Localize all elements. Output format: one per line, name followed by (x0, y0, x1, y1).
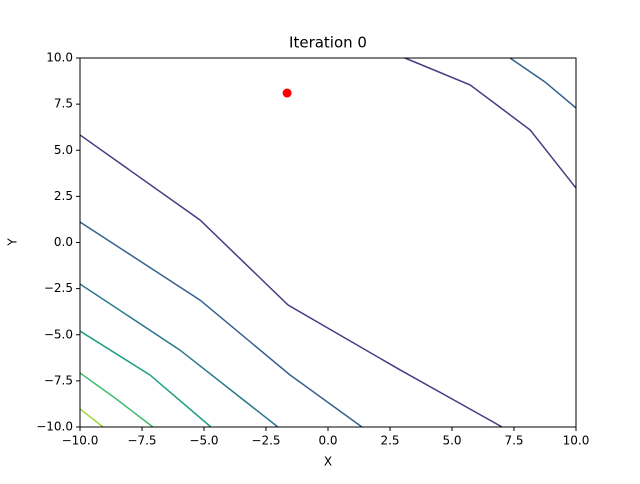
contour-line (509, 57, 577, 109)
x-tick-label: 2.5 (380, 434, 399, 448)
plot-frame (79, 57, 577, 428)
chart-title: Iteration 0 (289, 34, 367, 52)
contour-line (79, 408, 104, 428)
x-tick-label: 5.0 (442, 434, 461, 448)
scatter-point (282, 88, 292, 98)
x-tick-label: −2.5 (251, 434, 280, 448)
y-tick-label: −7.5 (44, 373, 73, 387)
x-tick-label: −7.5 (127, 434, 156, 448)
x-tick-label: 0.0 (318, 434, 337, 448)
y-tick-label: 0.0 (54, 235, 73, 249)
contour-line (79, 330, 212, 428)
contour-line (79, 221, 363, 428)
y-axis-label: Y (6, 238, 20, 247)
y-tick-label: 10.0 (46, 51, 73, 65)
y-tick-label: 2.5 (54, 189, 73, 203)
y-tick-label: 5.0 (54, 143, 73, 157)
contour-line (79, 283, 279, 428)
y-tick-label: −10.0 (36, 420, 73, 434)
y-tick-label: −2.5 (44, 281, 73, 295)
x-axis-label: X (324, 455, 332, 469)
contour-line (79, 134, 503, 428)
y-tick-label: 7.5 (54, 97, 73, 111)
y-tick-label: −5.0 (44, 327, 73, 341)
contour-line (79, 372, 154, 428)
x-tick-label: 7.5 (504, 434, 523, 448)
x-tick-label: −10.0 (62, 434, 99, 448)
x-tick-label: −5.0 (189, 434, 218, 448)
x-tick-label: 10.0 (563, 434, 590, 448)
contour-line (404, 57, 577, 189)
